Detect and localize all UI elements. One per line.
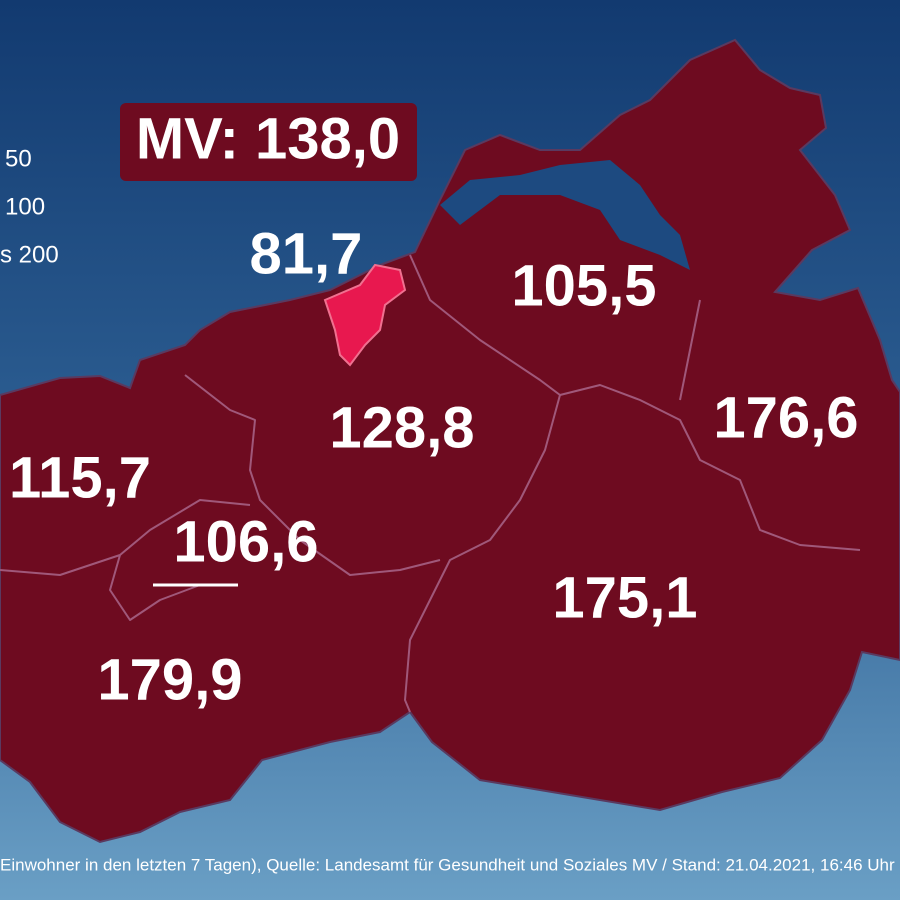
district-border bbox=[404, 394, 561, 713]
legend-item: 50 bbox=[5, 145, 32, 172]
region-value: 128,8 bbox=[329, 395, 474, 460]
region-value: 179,9 bbox=[97, 647, 242, 712]
region-value: 175,1 bbox=[552, 565, 697, 630]
region-value: 105,5 bbox=[511, 253, 656, 318]
rostock-city bbox=[323, 263, 407, 367]
state-value-box bbox=[120, 103, 417, 181]
region-value: 115,7 bbox=[9, 445, 151, 510]
legend-item: s 200 bbox=[0, 241, 59, 268]
district-border bbox=[184, 374, 441, 576]
state-value: MV: 138,0 bbox=[136, 106, 400, 171]
district-border bbox=[679, 299, 701, 401]
legend-item: 100 bbox=[5, 193, 45, 220]
region-value: 81,7 bbox=[250, 221, 363, 286]
region-value: 106,6 bbox=[173, 509, 318, 574]
sea-inlet bbox=[440, 160, 690, 270]
region-value: 176,6 bbox=[713, 385, 858, 450]
footer-source: Einwohner in den letzten 7 Tagen), Quell… bbox=[0, 855, 895, 874]
district-border bbox=[0, 499, 251, 621]
district-border bbox=[409, 254, 861, 551]
